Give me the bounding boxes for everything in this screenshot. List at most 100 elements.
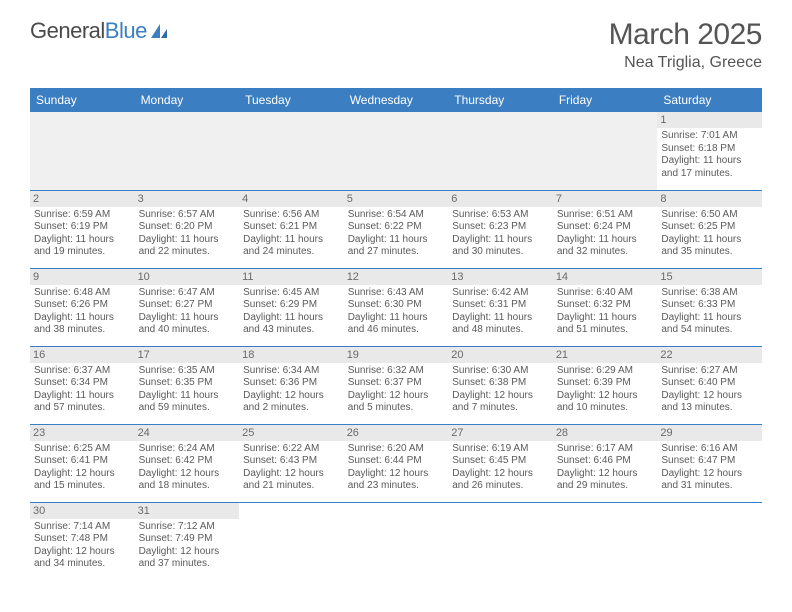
day-info: Sunrise: 6:48 AMSunset: 6:26 PMDaylight:… [34, 287, 131, 337]
info-line: Sunrise: 6:25 AM [34, 443, 131, 456]
day-number: 22 [657, 347, 762, 363]
info-line: Daylight: 11 hours [348, 312, 445, 325]
info-line: Sunset: 6:38 PM [452, 377, 549, 390]
day-cell: 16Sunrise: 6:37 AMSunset: 6:34 PMDayligh… [30, 346, 135, 424]
info-line: Daylight: 12 hours [139, 468, 236, 481]
day-info: Sunrise: 6:20 AMSunset: 6:44 PMDaylight:… [348, 443, 445, 493]
info-line: and 35 minutes. [661, 246, 758, 259]
day-info: Sunrise: 6:38 AMSunset: 6:33 PMDaylight:… [661, 287, 758, 337]
info-line: Daylight: 11 hours [348, 234, 445, 247]
info-line: Sunset: 6:43 PM [243, 455, 340, 468]
day-info: Sunrise: 6:42 AMSunset: 6:31 PMDaylight:… [452, 287, 549, 337]
day-info: Sunrise: 6:29 AMSunset: 6:39 PMDaylight:… [557, 365, 654, 415]
day-info: Sunrise: 6:59 AMSunset: 6:19 PMDaylight:… [34, 209, 131, 259]
info-line: Daylight: 12 hours [452, 390, 549, 403]
info-line: Daylight: 11 hours [452, 312, 549, 325]
info-line: Sunset: 6:39 PM [557, 377, 654, 390]
info-line: Sunset: 6:21 PM [243, 221, 340, 234]
info-line: Sunrise: 6:56 AM [243, 209, 340, 222]
info-line: Sunset: 6:26 PM [34, 299, 131, 312]
info-line: and 43 minutes. [243, 324, 340, 337]
info-line: Sunset: 6:23 PM [452, 221, 549, 234]
info-line: Sunset: 6:18 PM [661, 143, 758, 156]
day-info: Sunrise: 7:14 AMSunset: 7:48 PMDaylight:… [34, 521, 131, 571]
info-line: Sunrise: 7:14 AM [34, 521, 131, 534]
day-info: Sunrise: 6:17 AMSunset: 6:46 PMDaylight:… [557, 443, 654, 493]
info-line: Daylight: 12 hours [661, 468, 758, 481]
info-line: and 37 minutes. [139, 558, 236, 571]
day-number: 5 [344, 191, 449, 207]
info-line: Sunrise: 6:22 AM [243, 443, 340, 456]
info-line: Sunset: 6:45 PM [452, 455, 549, 468]
info-line: Daylight: 12 hours [243, 390, 340, 403]
day-header: Sunday [30, 88, 135, 112]
info-line: and 26 minutes. [452, 480, 549, 493]
info-line: and 19 minutes. [34, 246, 131, 259]
info-line: Sunrise: 6:29 AM [557, 365, 654, 378]
info-line: Sunset: 7:49 PM [139, 533, 236, 546]
day-cell: 3Sunrise: 6:57 AMSunset: 6:20 PMDaylight… [135, 190, 240, 268]
info-line: Sunset: 6:36 PM [243, 377, 340, 390]
info-line: and 10 minutes. [557, 402, 654, 415]
info-line: Daylight: 12 hours [348, 468, 445, 481]
info-line: Daylight: 12 hours [452, 468, 549, 481]
logo-sail-icon [149, 22, 169, 40]
day-cell: 19Sunrise: 6:32 AMSunset: 6:37 PMDayligh… [344, 346, 449, 424]
info-line: Sunrise: 6:53 AM [452, 209, 549, 222]
info-line: Sunrise: 6:30 AM [452, 365, 549, 378]
info-line: Sunrise: 6:38 AM [661, 287, 758, 300]
day-header: Saturday [657, 88, 762, 112]
day-info: Sunrise: 6:50 AMSunset: 6:25 PMDaylight:… [661, 209, 758, 259]
day-number: 1 [657, 112, 762, 128]
info-line: Daylight: 11 hours [557, 312, 654, 325]
day-cell: 4Sunrise: 6:56 AMSunset: 6:21 PMDaylight… [239, 190, 344, 268]
info-line: Sunset: 6:34 PM [34, 377, 131, 390]
info-line: Sunrise: 6:34 AM [243, 365, 340, 378]
day-info: Sunrise: 6:45 AMSunset: 6:29 PMDaylight:… [243, 287, 340, 337]
day-number: 8 [657, 191, 762, 207]
day-number: 20 [448, 347, 553, 363]
week-row: 9Sunrise: 6:48 AMSunset: 6:26 PMDaylight… [30, 268, 762, 346]
day-cell: 12Sunrise: 6:43 AMSunset: 6:30 PMDayligh… [344, 268, 449, 346]
day-header-row: Sunday Monday Tuesday Wednesday Thursday… [30, 88, 762, 112]
day-info: Sunrise: 6:53 AMSunset: 6:23 PMDaylight:… [452, 209, 549, 259]
info-line: Sunrise: 7:12 AM [139, 521, 236, 534]
day-number: 24 [135, 425, 240, 441]
day-cell: 11 Sunrise: 6:45 AMSunset: 6:29 PMDayligh… [239, 268, 344, 346]
day-number: 3 [135, 191, 240, 207]
day-info: Sunrise: 6:16 AMSunset: 6:47 PMDaylight:… [661, 443, 758, 493]
day-number: 12 [344, 269, 449, 285]
day-cell: 13Sunrise: 6:42 AMSunset: 6:31 PMDayligh… [448, 268, 553, 346]
day-cell: 17Sunrise: 6:35 AMSunset: 6:35 PMDayligh… [135, 346, 240, 424]
day-cell [553, 112, 658, 190]
info-line: and 18 minutes. [139, 480, 236, 493]
info-line: Sunrise: 6:27 AM [661, 365, 758, 378]
info-line: and 5 minutes. [348, 402, 445, 415]
info-line: Sunrise: 6:48 AM [34, 287, 131, 300]
info-line: Sunrise: 6:42 AM [452, 287, 549, 300]
day-cell [657, 502, 762, 580]
day-cell [448, 112, 553, 190]
day-number: 30 [30, 503, 135, 519]
day-cell: 10Sunrise: 6:47 AMSunset: 6:27 PMDayligh… [135, 268, 240, 346]
info-line: Daylight: 12 hours [34, 468, 131, 481]
day-cell: 1Sunrise: 7:01 AMSunset: 6:18 PMDaylight… [657, 112, 762, 190]
info-line: Daylight: 12 hours [139, 546, 236, 559]
day-header: Thursday [448, 88, 553, 112]
day-number: 9 [30, 269, 135, 285]
info-line: Sunset: 6:31 PM [452, 299, 549, 312]
day-number: 4 [239, 191, 344, 207]
info-line: Sunset: 6:42 PM [139, 455, 236, 468]
info-line: and 23 minutes. [348, 480, 445, 493]
info-line: and 29 minutes. [557, 480, 654, 493]
info-line: Sunrise: 6:45 AM [243, 287, 340, 300]
info-line: and 2 minutes. [243, 402, 340, 415]
day-number: 7 [553, 191, 658, 207]
day-cell: 25Sunrise: 6:22 AMSunset: 6:43 PMDayligh… [239, 424, 344, 502]
info-line: Sunset: 6:37 PM [348, 377, 445, 390]
day-cell [553, 502, 658, 580]
day-info: Sunrise: 7:12 AMSunset: 7:49 PMDaylight:… [139, 521, 236, 571]
day-number: 11 [239, 269, 344, 285]
day-cell: 14Sunrise: 6:40 AMSunset: 6:32 PMDayligh… [553, 268, 658, 346]
info-line: and 34 minutes. [34, 558, 131, 571]
